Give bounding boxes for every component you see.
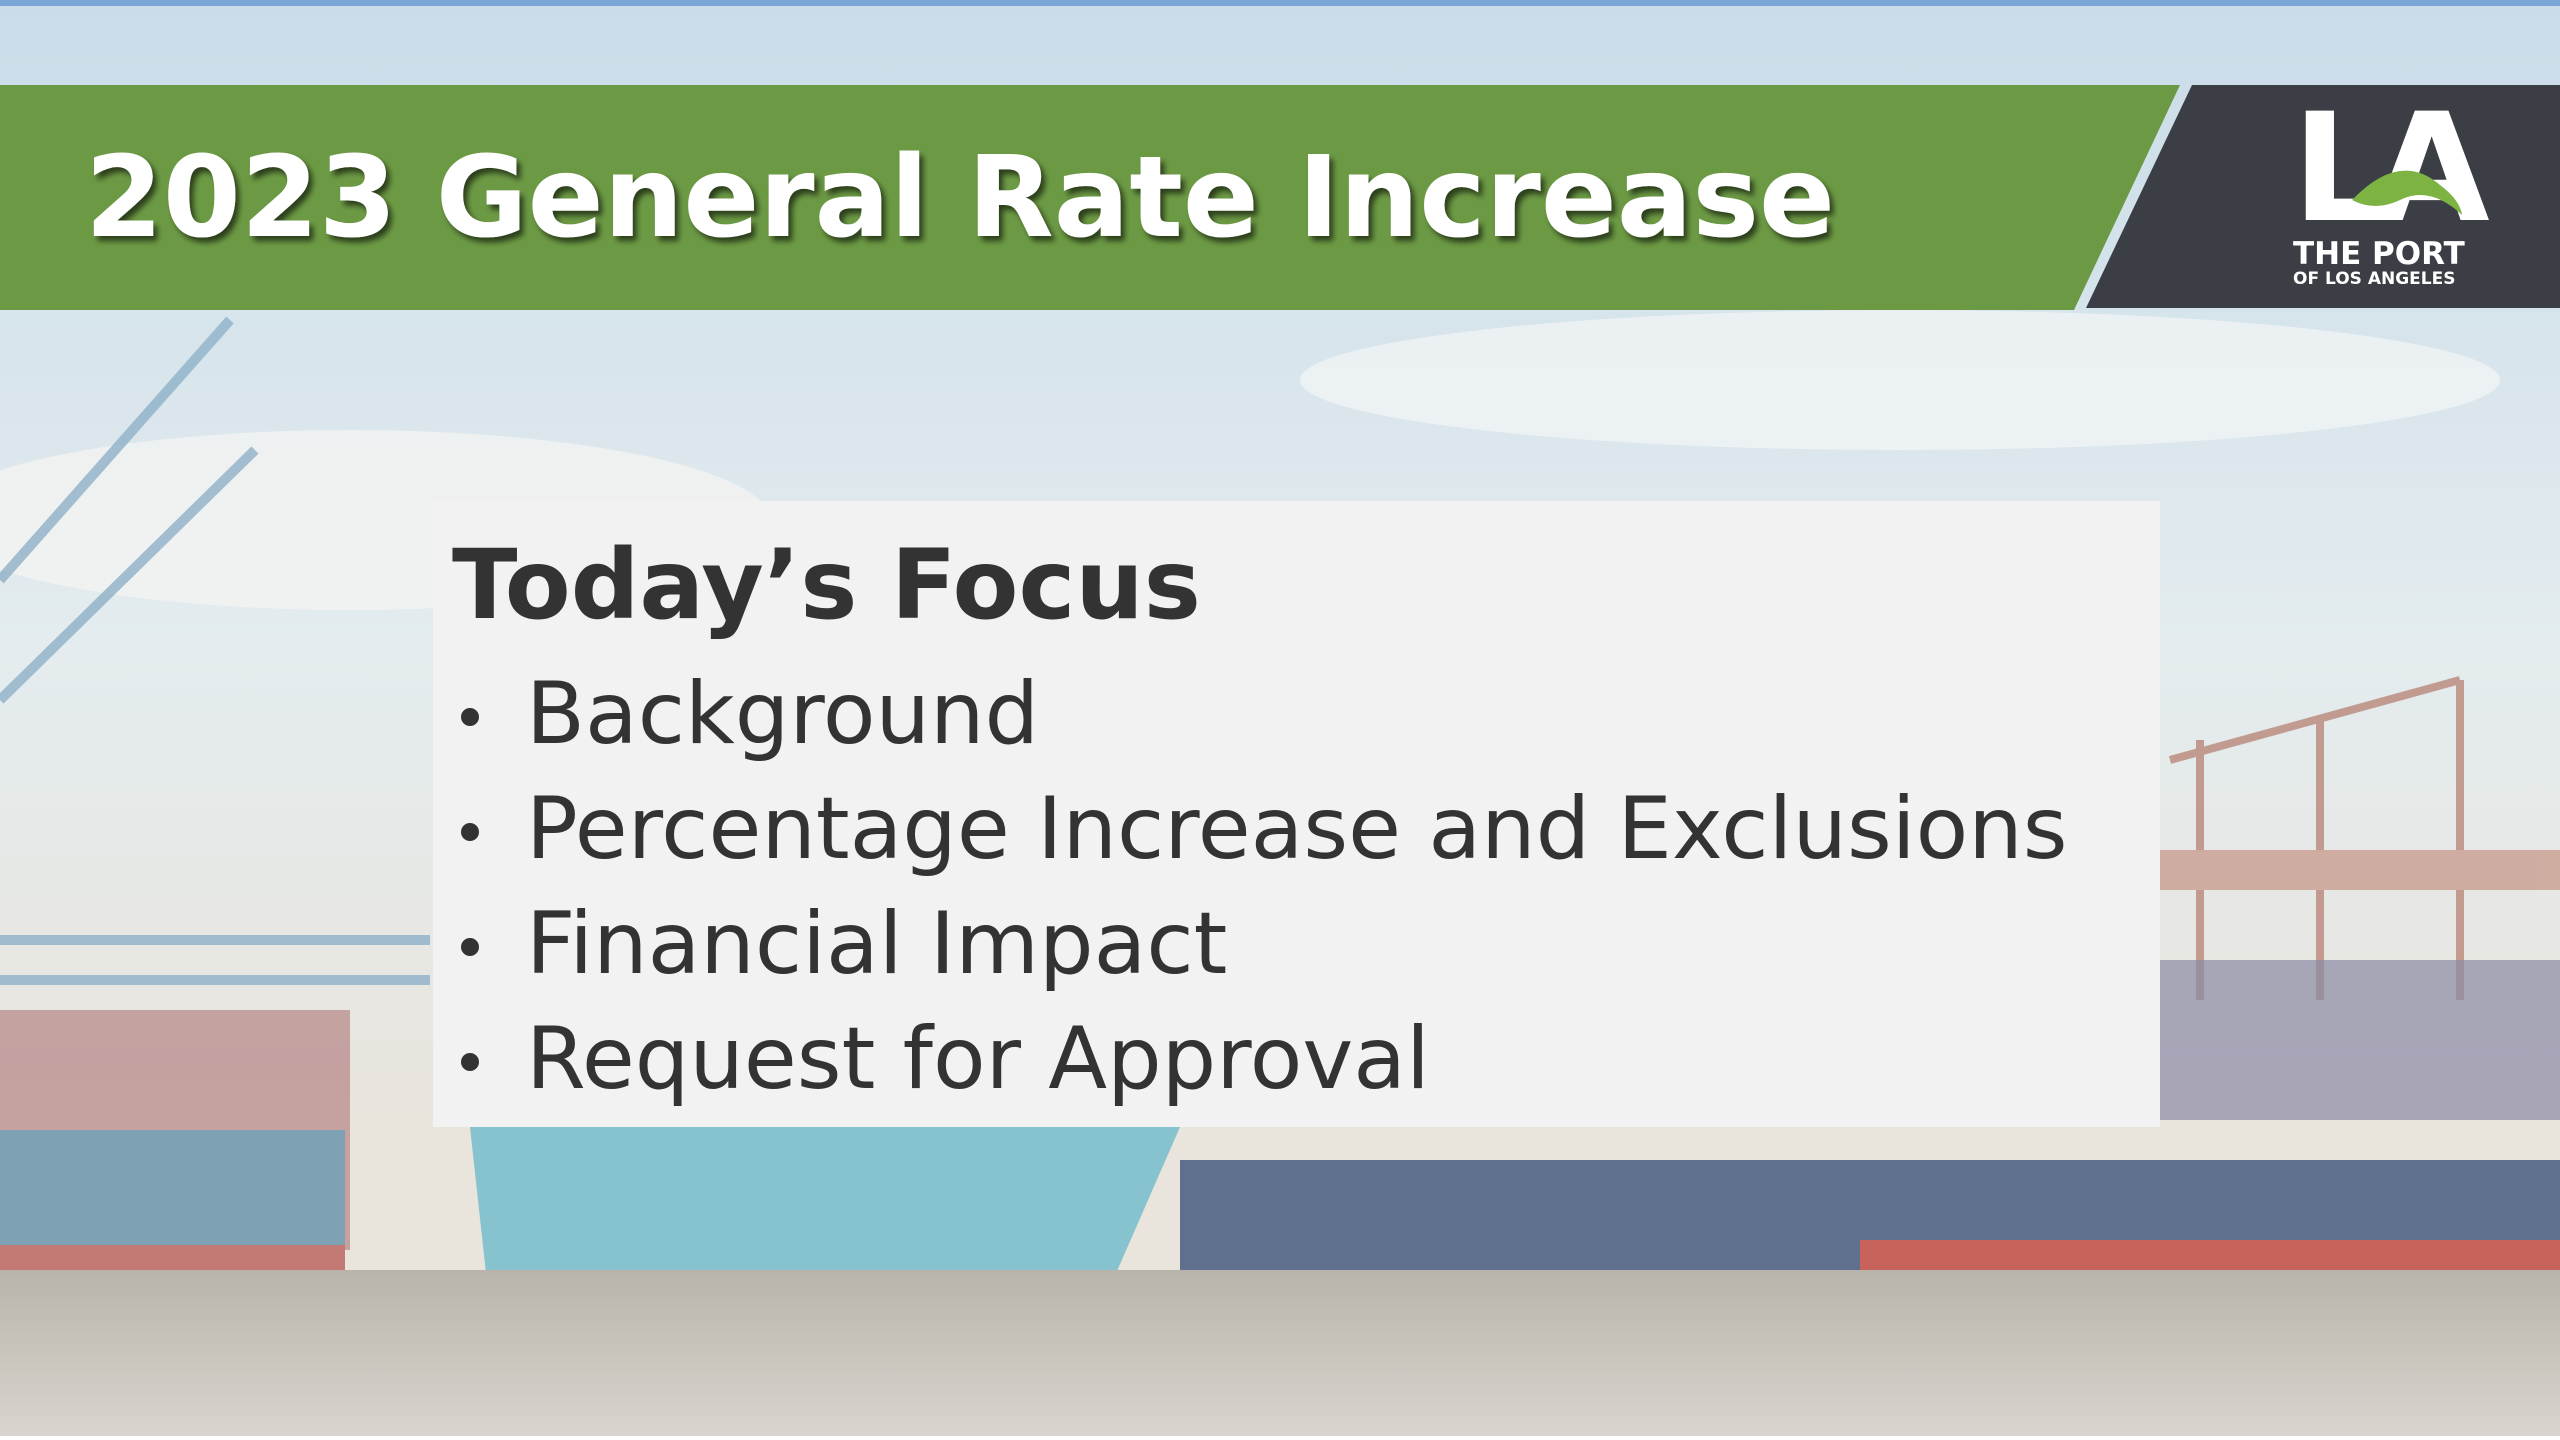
ship-hull-red <box>0 1245 345 1270</box>
slide-title: 2023 General Rate Increase <box>85 133 1835 263</box>
top-strip <box>0 0 2560 6</box>
bullet <box>461 1053 479 1071</box>
bullet <box>461 823 479 841</box>
logo-line1: THE PORT <box>2293 236 2465 272</box>
containers <box>2160 960 2560 1120</box>
water <box>0 1270 2560 1440</box>
focus-item: Financial Impact <box>526 894 1227 994</box>
focus-item: Background <box>526 664 1039 764</box>
slide: 2023 General Rate Increase LA THE PORT O… <box>0 0 2560 1440</box>
page: 2023 General Rate Increase LA THE PORT O… <box>0 0 2560 1440</box>
logo-mark: LA <box>2292 82 2490 256</box>
focus-item: Percentage Increase and Exclusions <box>526 779 2068 879</box>
bottom-strip <box>0 1436 2560 1440</box>
focus-item: Request for Approval <box>526 1009 1430 1109</box>
focus-title: Today’s Focus <box>452 529 1201 641</box>
logo-line2: OF LOS ANGELES <box>2293 269 2455 289</box>
bullet <box>461 938 479 956</box>
bullet <box>461 708 479 726</box>
cloud <box>1300 310 2500 450</box>
